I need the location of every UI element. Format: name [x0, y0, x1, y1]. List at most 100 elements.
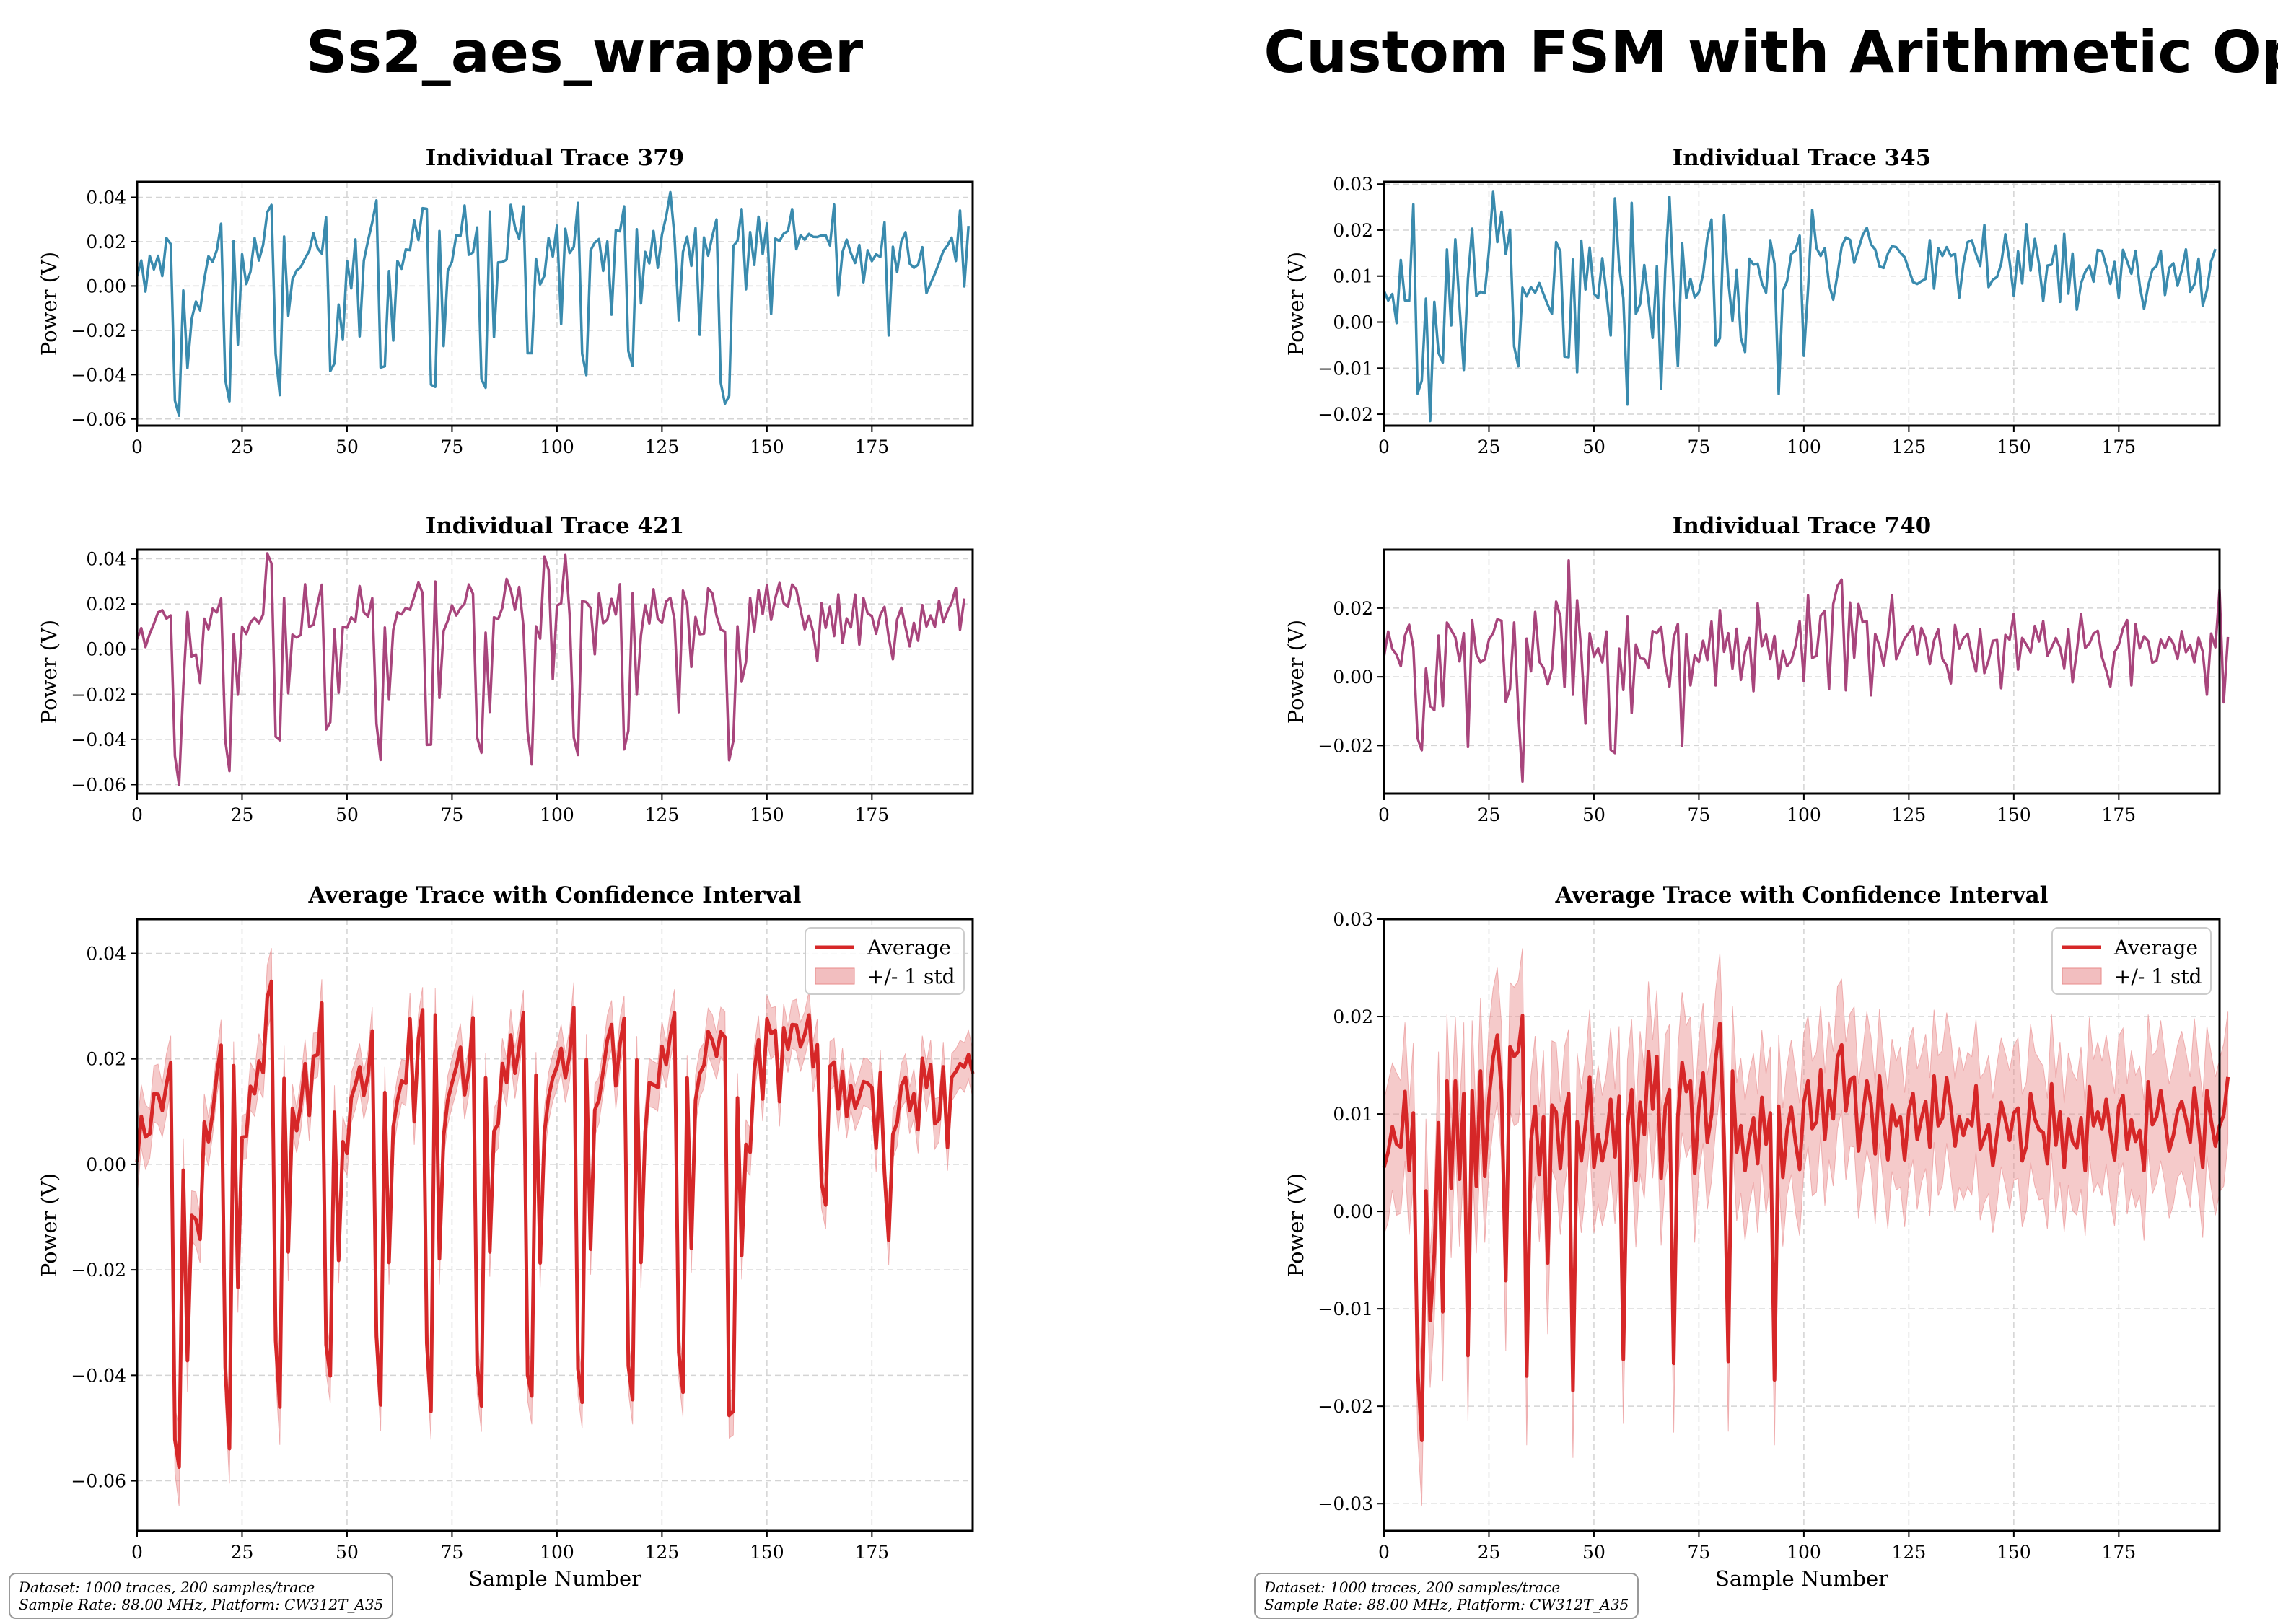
x-tick-label: 125 [1892, 436, 1927, 457]
y-tick-label: 0.00 [1333, 1201, 1373, 1222]
y-axis-label: Power (V) [37, 1173, 61, 1277]
x-axis-label: Sample Number [468, 1566, 641, 1591]
y-tick-label: −0.03 [1318, 1493, 1373, 1514]
y-tick-label: 0.00 [86, 1154, 126, 1175]
x-tick-label: 175 [2101, 436, 2136, 457]
y-tick-label: −0.06 [71, 1471, 126, 1492]
y-tick-label: −0.02 [71, 320, 126, 341]
x-tick-label: 0 [131, 804, 143, 825]
trace-line [1383, 190, 2217, 423]
y-tick-label: −0.02 [1318, 404, 1373, 425]
x-tick-label: 75 [1688, 436, 1711, 457]
x-tick-label: 100 [1787, 436, 1821, 457]
column-title-right: Custom FSM with Arithmetic Ops [1263, 19, 2278, 86]
x-tick-label: 125 [1892, 804, 1927, 825]
y-tick-label: −0.02 [1318, 1396, 1373, 1417]
x-tick-label: 125 [645, 804, 680, 825]
x-tick-label: 150 [750, 436, 784, 457]
x-tick-label: 125 [645, 436, 680, 457]
x-tick-label: 25 [231, 804, 254, 825]
x-tick-label: 75 [1688, 1542, 1711, 1563]
y-tick-label: −0.01 [1318, 358, 1373, 379]
x-tick-label: 100 [540, 436, 574, 457]
x-tick-label: 25 [1478, 1542, 1501, 1563]
y-tick-label: 0.03 [1333, 909, 1373, 930]
x-tick-label: 150 [750, 1542, 784, 1563]
legend: Average +/- 1 std [2051, 927, 2212, 995]
x-tick-label: 50 [336, 1542, 359, 1563]
x-axis-label: Sample Number [1715, 1566, 1888, 1591]
x-tick-label: 50 [1582, 436, 1605, 457]
x-tick-label: 25 [1478, 804, 1501, 825]
dataset-info-box-right: Dataset: 1000 traces, 200 samples/trace … [1254, 1573, 1639, 1619]
y-tick-label: −0.02 [71, 1260, 126, 1281]
y-tick-label: 0.00 [1333, 667, 1373, 688]
x-tick-label: 75 [441, 1542, 464, 1563]
y-tick-label: −0.02 [1318, 735, 1373, 756]
y-axis-label: Power (V) [1284, 252, 1308, 356]
x-tick-label: 50 [336, 804, 359, 825]
x-tick-label: 0 [1378, 804, 1390, 825]
legend-swatch-band [2062, 967, 2102, 985]
y-tick-label: 0.01 [1333, 266, 1373, 287]
y-axis-label: Power (V) [37, 620, 61, 724]
dataset-info-line: Dataset: 1000 traces, 200 samples/trace [1264, 1579, 1561, 1596]
x-tick-label: 50 [1582, 1542, 1605, 1563]
chart-panel: 0 25 50 75 100 125 150 175 −0.02 −0.01 0.00 0.01 0.0… [1284, 145, 2221, 457]
plot-frame [1383, 548, 2221, 795]
chart-panel: 0 25 50 75 100 125 150 175 −0.02 0.00 0.02 Individu… [1284, 513, 2230, 825]
plot-frame [1383, 180, 2221, 427]
legend: Average +/- 1 std [805, 927, 965, 995]
plot-frame [136, 548, 974, 795]
dataset-info-line: Dataset: 1000 traces, 200 samples/trace [19, 1579, 315, 1596]
chart-title: Individual Trace 421 [426, 513, 684, 539]
trace-line [136, 190, 970, 417]
x-tick-label: 0 [131, 1542, 143, 1563]
y-tick-label: 0.04 [86, 549, 126, 570]
std-band [1383, 948, 2229, 1506]
x-tick-label: 125 [645, 1542, 680, 1563]
x-tick-label: 100 [540, 1542, 574, 1563]
x-tick-label: 100 [1787, 1542, 1821, 1563]
y-axis-label: Power (V) [1284, 1173, 1308, 1277]
x-tick-label: 25 [231, 436, 254, 457]
plot-frame [136, 918, 974, 1532]
x-tick-label: 175 [854, 1542, 889, 1563]
legend-label-band: +/- 1 std [2114, 965, 2202, 988]
x-tick-label: 150 [1997, 1542, 2031, 1563]
y-tick-label: 0.00 [1333, 312, 1373, 333]
x-tick-label: 100 [540, 804, 574, 825]
y-tick-label: −0.04 [71, 1365, 126, 1386]
y-tick-label: 0.02 [1333, 220, 1373, 241]
y-tick-label: −0.04 [71, 729, 126, 750]
y-tick-label: 0.00 [86, 639, 126, 660]
platform-info-line: Sample Rate: 88.00 MHz, Platform: CW312T… [1264, 1596, 1629, 1613]
average-line [1382, 1014, 2230, 1442]
x-tick-label: 75 [441, 436, 464, 457]
chart-title: Individual Trace 740 [1673, 513, 1931, 539]
x-tick-label: 175 [854, 436, 889, 457]
legend-swatch-band [815, 967, 855, 985]
y-tick-label: 0.03 [1333, 174, 1373, 195]
std-band [136, 948, 973, 1506]
chart-panel: 0 25 50 75 100 125 150 175 −0.06 −0.04 −0.02 0.00 0.… [37, 882, 975, 1591]
y-tick-label: 0.04 [86, 188, 126, 209]
y-tick-label: 0.02 [1333, 1006, 1373, 1027]
y-tick-label: −0.02 [71, 684, 126, 705]
y-tick-label: −0.06 [71, 409, 126, 430]
x-tick-label: 150 [1997, 804, 2031, 825]
x-tick-label: 125 [1892, 1542, 1927, 1563]
x-tick-label: 75 [1688, 804, 1711, 825]
legend-label-band: +/- 1 std [867, 965, 955, 988]
chart-title: Individual Trace 345 [1673, 145, 1931, 171]
x-tick-label: 25 [231, 1542, 254, 1563]
x-tick-label: 50 [336, 436, 359, 457]
x-tick-label: 50 [1582, 804, 1605, 825]
chart-title: Average Trace with Confidence Interval [308, 882, 802, 908]
plot-frame [136, 180, 974, 427]
y-tick-label: −0.06 [71, 774, 126, 795]
y-axis-label: Power (V) [37, 252, 61, 356]
platform-info-line: Sample Rate: 88.00 MHz, Platform: CW312T… [19, 1596, 384, 1613]
y-tick-label: 0.01 [1333, 1104, 1373, 1125]
x-tick-label: 175 [854, 804, 889, 825]
